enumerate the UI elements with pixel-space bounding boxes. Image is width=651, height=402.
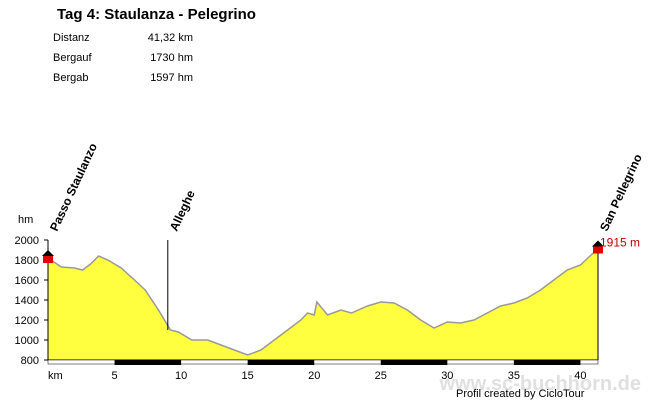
- stat-label: Distanz: [53, 32, 90, 44]
- y-tick-label: 800: [21, 355, 39, 367]
- stat-value: 1597 hm: [150, 72, 193, 84]
- x-tick-label: 20: [308, 370, 320, 382]
- scale-bar: [47, 359, 599, 365]
- x-tick-label: 15: [242, 370, 254, 382]
- x-tick-label: 5: [111, 370, 117, 382]
- chart-title: Tag 4: Staulanza - Pelegrino: [57, 6, 256, 23]
- x-tick-label: 10: [175, 370, 187, 382]
- stat-label: Bergab: [53, 72, 88, 84]
- x-tick-label: 25: [375, 370, 387, 382]
- marker-roof: [592, 240, 604, 247]
- area-fill: [48, 248, 598, 360]
- y-tick-label: 1000: [15, 335, 39, 347]
- y-tick-label: 1600: [15, 275, 39, 287]
- scale-segment: [114, 360, 182, 365]
- y-tick-label: 1200: [15, 315, 39, 327]
- marker-box: [593, 246, 603, 254]
- x-axis-label: km: [48, 370, 63, 382]
- stat-value: 1730 hm: [150, 52, 193, 64]
- marker-box: [43, 256, 53, 263]
- y-axis-label: hm: [18, 214, 33, 226]
- scale-segment: [513, 360, 581, 365]
- y-tick-label: 1400: [15, 295, 39, 307]
- y-tick-label: 1800: [15, 255, 39, 267]
- x-tick-label: 30: [441, 370, 453, 382]
- scale-segment: [247, 360, 315, 365]
- x-tick-label: 35: [508, 370, 520, 382]
- profile-line: [47, 247, 599, 356]
- marker-roof: [42, 250, 54, 256]
- end-label: 1915 m: [600, 236, 640, 250]
- watermark: www.sc-buchhorn.de: [439, 373, 642, 395]
- x-tick-label: 40: [574, 370, 586, 382]
- stat-value: 41,32 km: [148, 32, 193, 44]
- scale-segment: [380, 360, 448, 365]
- y-tick-label: 2000: [15, 235, 39, 247]
- credit: Profil created by CicloTour: [456, 388, 585, 400]
- stat-label: Bergauf: [53, 52, 92, 64]
